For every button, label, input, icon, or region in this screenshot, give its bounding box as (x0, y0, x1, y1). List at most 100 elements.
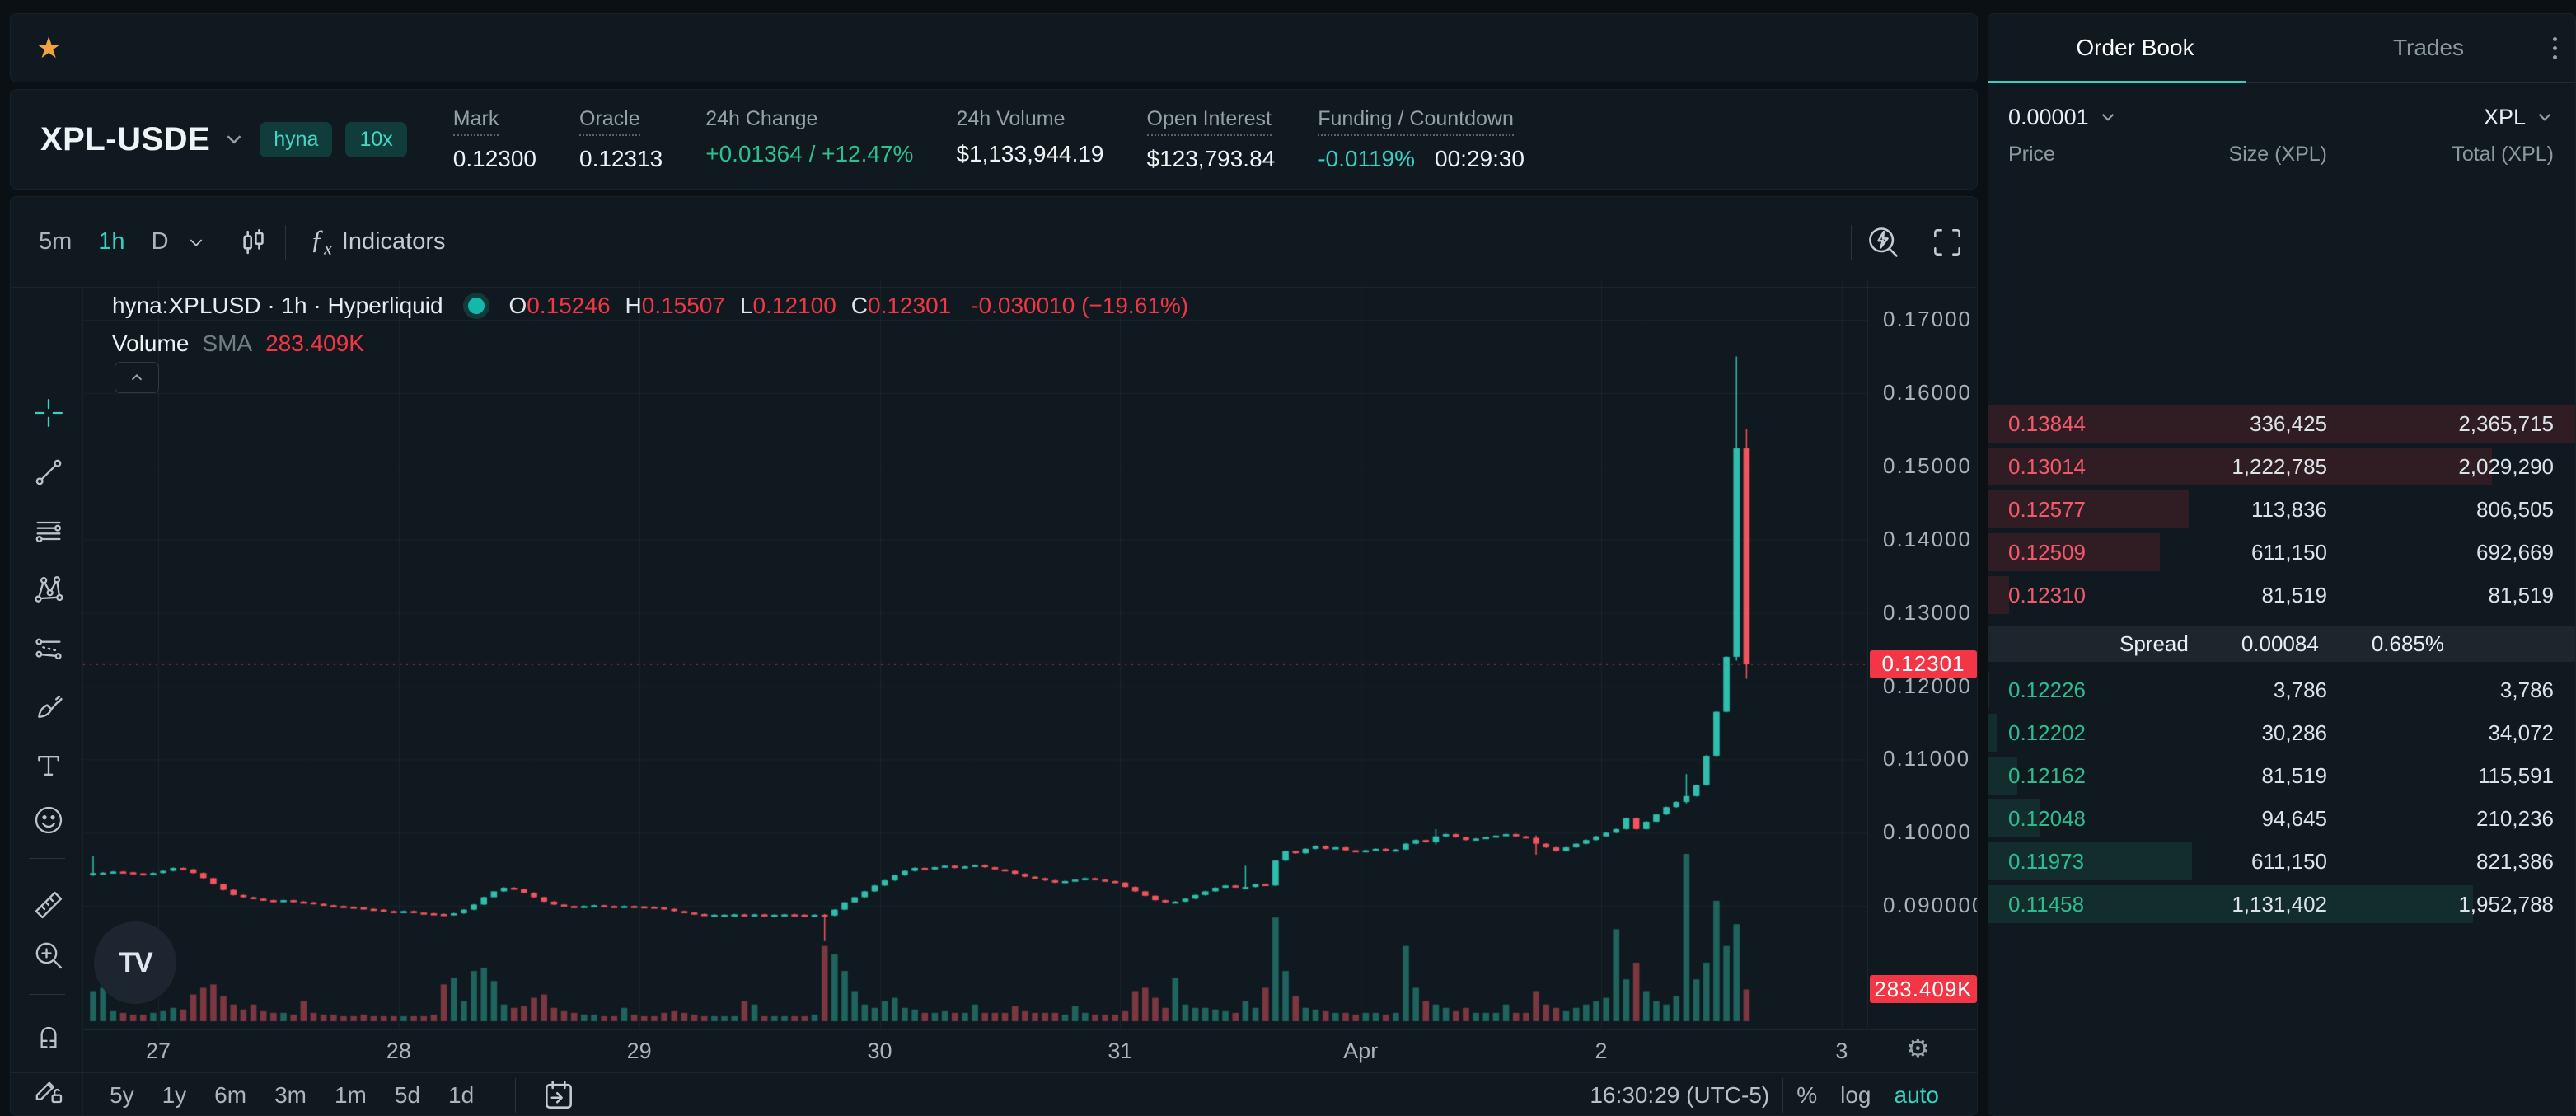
price-tick: 0.10000 (1883, 819, 1972, 845)
time-axis-settings-gear-icon[interactable]: ⚙ (1906, 1033, 1930, 1064)
emoji-icon[interactable] (32, 804, 65, 837)
tradingview-logo[interactable]: TV (94, 921, 176, 1004)
orderbook-ask-row[interactable]: 0.13014 1,222,785 2,029,290 (1988, 448, 2575, 485)
date-tick: 3 (1835, 1039, 1848, 1063)
chart-panel: 5m 1h D ƒx Indicators hyna:XPLUSD · 1h · H… (10, 196, 1978, 1116)
forecast-icon[interactable] (32, 632, 65, 665)
chart-legend[interactable]: hyna:XPLUSD · 1h · Hyperliquid O0.15246 H… (112, 293, 1188, 319)
drawing-pencil-lock-icon[interactable] (32, 1073, 65, 1106)
price-chart-canvas[interactable] (83, 281, 1867, 1029)
volume-value: 283.409K (265, 331, 364, 356)
market-status-dot-icon (467, 298, 485, 314)
zoom-in-icon[interactable] (32, 939, 65, 972)
legend-collapse-button[interactable] (115, 362, 159, 393)
price-tick: 0.14000 (1883, 526, 1972, 551)
candle-style-icon[interactable] (236, 224, 272, 260)
orderbook-bid-row[interactable]: 0.12202 30,286 34,072 (1988, 714, 2575, 752)
range-6m[interactable]: 6m (214, 1081, 247, 1108)
orderbook-ask-row[interactable]: 0.13844 336,425 2,365,715 (1988, 405, 2575, 443)
scale-auto[interactable]: auto (1894, 1082, 1940, 1108)
drawing-toolbar (11, 288, 83, 1115)
range-1m[interactable]: 1m (334, 1081, 367, 1108)
orderbook-bid-row[interactable]: 0.12162 81,519 115,591 (1988, 757, 2575, 795)
depth-bar (1988, 757, 2017, 795)
clock[interactable]: 16:30:29 (UTC-5) (1590, 1082, 1770, 1108)
legend-change: -0.030010 (−19.61%) (971, 293, 1189, 318)
depth-bar (1988, 490, 2189, 528)
pair-chevron-down-icon[interactable] (222, 127, 246, 152)
quick-search-icon[interactable] (1865, 224, 1901, 260)
kebab-menu-icon[interactable] (2553, 37, 2557, 59)
range-3m[interactable]: 3m (274, 1081, 307, 1108)
divider (29, 858, 65, 859)
tick-size-select[interactable]: 0.00001 (2008, 105, 2119, 130)
pair-name[interactable]: XPL-USDE (40, 120, 211, 157)
parallel-lines-icon[interactable] (32, 514, 65, 547)
legend-ohlc: O0.15246 H0.15507 L0.12100 C0.12301 (509, 293, 952, 319)
interval-D[interactable]: D (151, 228, 169, 255)
date-tick: Apr (1343, 1039, 1379, 1063)
ohlc-l: L0.12100 (739, 293, 836, 318)
range-5d[interactable]: 5d (394, 1081, 421, 1108)
orderbook-bid-row[interactable]: 0.11973 611,150 821,386 (1988, 842, 2575, 880)
text-icon[interactable] (32, 749, 65, 782)
ohlc-c: C0.12301 (850, 293, 952, 318)
spread-row[interactable]: Spread 0.00084 0.685% (1988, 626, 2575, 662)
price-axis[interactable]: 0.17000 0.16000 0.15000 0.14000 0.13000 0.120… (1867, 281, 1977, 1028)
interval-chevron-down-icon[interactable] (184, 230, 208, 255)
depth-bar (1988, 842, 2193, 880)
chevron-down-icon (2538, 113, 2551, 121)
go-to-date-calendar-icon[interactable] (541, 1077, 577, 1114)
scale-log[interactable]: log (1840, 1082, 1871, 1108)
price-tick: 0.13000 (1883, 599, 1972, 625)
interval-5m[interactable]: 5m (39, 228, 73, 255)
crosshair-icon[interactable] (32, 396, 65, 429)
indicators-button[interactable]: Indicators (341, 228, 446, 255)
stat-oracle: Oracle 0.12313 (579, 106, 663, 171)
funding-countdown: 00:29:30 (1435, 145, 1525, 171)
chevron-down-icon (2101, 113, 2114, 121)
favorite-star-icon[interactable]: ★ (35, 30, 63, 64)
orderbook-bid-row[interactable]: 0.12226 3,786 3,786 (1988, 671, 2575, 709)
leverage-badge[interactable]: 10x (345, 121, 407, 157)
tab-trades[interactable]: Trades (2392, 35, 2465, 60)
range-1y[interactable]: 1y (162, 1081, 187, 1108)
orderbook-bid-row[interactable]: 0.12048 94,645 210,236 (1988, 799, 2575, 837)
last-price-badge: 0.12301 (1870, 649, 1977, 678)
depth-bar (1988, 671, 1990, 709)
fx-icon[interactable]: ƒx (310, 224, 332, 259)
depth-bar (1988, 885, 2473, 923)
dex-badge: hyna (260, 121, 333, 157)
ruler-icon[interactable] (32, 889, 65, 921)
ohlc-o: O0.15246 (508, 293, 611, 318)
orderbook-bid-row[interactable]: 0.11458 1,131,402 1,952,788 (1988, 885, 2575, 923)
time-axis[interactable]: 27 28 29 30 31 Apr 2 3 (83, 1029, 1977, 1072)
asset-unit-select[interactable]: XPL (2484, 105, 2555, 130)
volume-legend[interactable]: Volume SMA 283.409K (112, 331, 364, 357)
depth-bar (1988, 576, 2009, 614)
xabcd-pattern-icon[interactable] (32, 573, 65, 606)
interval-1h[interactable]: 1h (98, 228, 125, 255)
fullscreen-icon[interactable] (1929, 224, 1965, 260)
trend-line-icon[interactable] (32, 456, 65, 489)
orderbook-ask-row[interactable]: 0.12310 81,519 81,519 (1988, 576, 2575, 614)
depth-bar (1988, 448, 2492, 485)
orderbook-tabs: Order Book Trades (1988, 14, 2575, 83)
range-1d[interactable]: 1d (448, 1081, 475, 1108)
pair-header: XPL-USDE hyna 10x Mark 0.12300 Oracle 0.… (10, 89, 1978, 190)
date-tick: 28 (386, 1039, 411, 1063)
favorites-bar: ★ (10, 13, 1978, 82)
orderbook-ask-row[interactable]: 0.12509 611,150 692,669 (1988, 533, 2575, 571)
range-5y[interactable]: 5y (110, 1081, 134, 1108)
divider (515, 1077, 517, 1113)
orderbook-ask-row[interactable]: 0.12577 113,836 806,505 (1988, 490, 2575, 528)
brush-icon[interactable] (32, 691, 65, 724)
tab-order-book[interactable]: Order Book (2076, 35, 2194, 60)
interval-group: 5m 1h D (26, 222, 182, 262)
chart-toolbar: 5m 1h D ƒx Indicators (11, 197, 1977, 288)
market-stats: Mark 0.12300 Oracle 0.12313 24h Change +… (452, 106, 1525, 172)
price-tick: 0.11000 (1883, 746, 1971, 771)
price-tick: 0.15000 (1883, 452, 1972, 478)
magnet-icon[interactable] (32, 1020, 65, 1053)
scale-%[interactable]: % (1796, 1082, 1818, 1108)
